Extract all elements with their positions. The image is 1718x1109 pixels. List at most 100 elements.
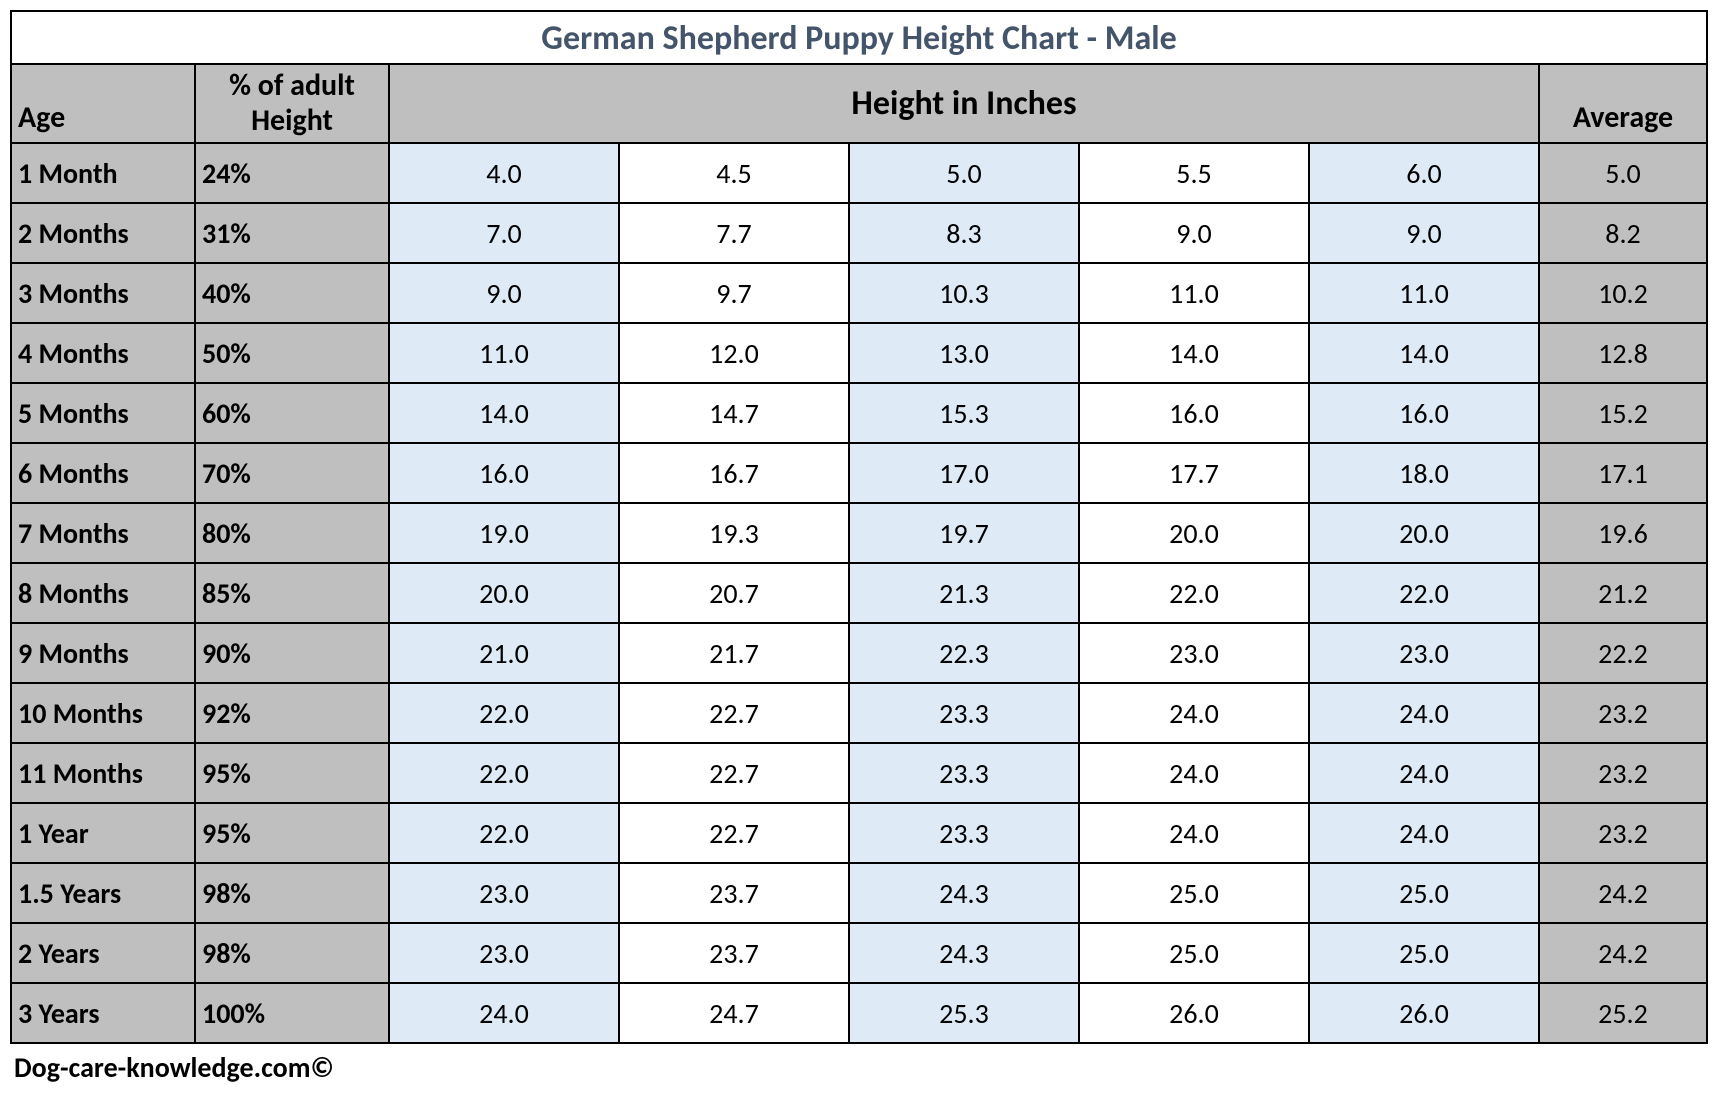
cell-height: 18.0 — [1310, 444, 1540, 502]
cell-average: 23.2 — [1540, 804, 1706, 862]
cell-height: 14.0 — [1080, 324, 1310, 382]
cell-height: 22.0 — [390, 744, 620, 802]
cell-height: 9.7 — [620, 264, 850, 322]
cell-height: 13.0 — [850, 324, 1080, 382]
cell-height: 19.3 — [620, 504, 850, 562]
cell-height: 5.0 — [850, 144, 1080, 202]
cell-height: 24.3 — [850, 864, 1080, 922]
table-row: 11 Months95%22.022.723.324.024.023.2 — [12, 744, 1706, 804]
cell-height: 16.0 — [1310, 384, 1540, 442]
cell-height: 17.7 — [1080, 444, 1310, 502]
cell-average: 23.2 — [1540, 744, 1706, 802]
table-row: 1 Year95%22.022.723.324.024.023.2 — [12, 804, 1706, 864]
header-age: Age — [12, 65, 196, 142]
cell-average: 22.2 — [1540, 624, 1706, 682]
cell-height: 8.3 — [850, 204, 1080, 262]
cell-height: 7.7 — [620, 204, 850, 262]
cell-age: 11 Months — [12, 744, 196, 802]
cell-height: 22.7 — [620, 744, 850, 802]
chart-title: German Shepherd Puppy Height Chart - Mal… — [12, 12, 1706, 65]
cell-height: 22.0 — [390, 684, 620, 742]
cell-average: 21.2 — [1540, 564, 1706, 622]
cell-height: 14.0 — [1310, 324, 1540, 382]
cell-height: 17.0 — [850, 444, 1080, 502]
cell-age: 2 Months — [12, 204, 196, 262]
cell-height: 24.0 — [1310, 804, 1540, 862]
cell-average: 25.2 — [1540, 984, 1706, 1042]
cell-height: 24.0 — [390, 984, 620, 1042]
cell-height: 24.0 — [1310, 744, 1540, 802]
cell-height: 23.0 — [390, 924, 620, 982]
cell-percent: 50% — [196, 324, 390, 382]
cell-height: 23.0 — [1080, 624, 1310, 682]
cell-height: 26.0 — [1080, 984, 1310, 1042]
cell-height: 24.7 — [620, 984, 850, 1042]
cell-height: 24.0 — [1310, 684, 1540, 742]
cell-height: 11.0 — [1080, 264, 1310, 322]
cell-percent: 31% — [196, 204, 390, 262]
cell-height: 6.0 — [1310, 144, 1540, 202]
cell-percent: 24% — [196, 144, 390, 202]
cell-height: 25.0 — [1310, 864, 1540, 922]
header-percent-line1: % of adult — [229, 69, 355, 104]
cell-height: 19.0 — [390, 504, 620, 562]
table-row: 2 Months31%7.07.78.39.09.08.2 — [12, 204, 1706, 264]
table-row: 1.5 Years98%23.023.724.325.025.024.2 — [12, 864, 1706, 924]
cell-average: 24.2 — [1540, 924, 1706, 982]
cell-height: 20.0 — [1080, 504, 1310, 562]
table-row: 8 Months85%20.020.721.322.022.021.2 — [12, 564, 1706, 624]
cell-height: 23.0 — [390, 864, 620, 922]
cell-height: 25.0 — [1310, 924, 1540, 982]
cell-average: 24.2 — [1540, 864, 1706, 922]
cell-average: 10.2 — [1540, 264, 1706, 322]
cell-age: 2 Years — [12, 924, 196, 982]
cell-age: 1 Month — [12, 144, 196, 202]
cell-height: 16.7 — [620, 444, 850, 502]
cell-height: 4.5 — [620, 144, 850, 202]
cell-height: 16.0 — [1080, 384, 1310, 442]
cell-percent: 98% — [196, 924, 390, 982]
cell-height: 26.0 — [1310, 984, 1540, 1042]
cell-height: 21.7 — [620, 624, 850, 682]
cell-percent: 92% — [196, 684, 390, 742]
cell-height: 9.0 — [390, 264, 620, 322]
cell-height: 22.7 — [620, 804, 850, 862]
cell-age: 4 Months — [12, 324, 196, 382]
cell-height: 23.3 — [850, 744, 1080, 802]
cell-height: 23.7 — [620, 924, 850, 982]
cell-height: 24.0 — [1080, 744, 1310, 802]
cell-height: 11.0 — [1310, 264, 1540, 322]
cell-height: 21.3 — [850, 564, 1080, 622]
table-row: 6 Months70%16.016.717.017.718.017.1 — [12, 444, 1706, 504]
cell-height: 10.3 — [850, 264, 1080, 322]
height-chart-table: German Shepherd Puppy Height Chart - Mal… — [10, 10, 1708, 1044]
cell-percent: 98% — [196, 864, 390, 922]
cell-height: 11.0 — [390, 324, 620, 382]
cell-percent: 85% — [196, 564, 390, 622]
cell-percent: 80% — [196, 504, 390, 562]
cell-height: 22.7 — [620, 684, 850, 742]
cell-height: 23.0 — [1310, 624, 1540, 682]
cell-height: 23.3 — [850, 684, 1080, 742]
cell-height: 25.0 — [1080, 924, 1310, 982]
cell-percent: 70% — [196, 444, 390, 502]
cell-height: 25.0 — [1080, 864, 1310, 922]
cell-age: 5 Months — [12, 384, 196, 442]
table-row: 3 Months40%9.09.710.311.011.010.2 — [12, 264, 1706, 324]
cell-height: 24.3 — [850, 924, 1080, 982]
cell-height: 14.7 — [620, 384, 850, 442]
cell-height: 24.0 — [1080, 684, 1310, 742]
cell-percent: 95% — [196, 804, 390, 862]
cell-average: 5.0 — [1540, 144, 1706, 202]
cell-height: 20.0 — [1310, 504, 1540, 562]
cell-height: 20.0 — [390, 564, 620, 622]
cell-percent: 100% — [196, 984, 390, 1042]
cell-height: 23.3 — [850, 804, 1080, 862]
cell-height: 9.0 — [1080, 204, 1310, 262]
data-rows-container: 1 Month24%4.04.55.05.56.05.02 Months31%7… — [12, 144, 1706, 1042]
table-row: 9 Months90%21.021.722.323.023.022.2 — [12, 624, 1706, 684]
cell-average: 8.2 — [1540, 204, 1706, 262]
cell-height: 5.5 — [1080, 144, 1310, 202]
cell-height: 16.0 — [390, 444, 620, 502]
cell-age: 1.5 Years — [12, 864, 196, 922]
